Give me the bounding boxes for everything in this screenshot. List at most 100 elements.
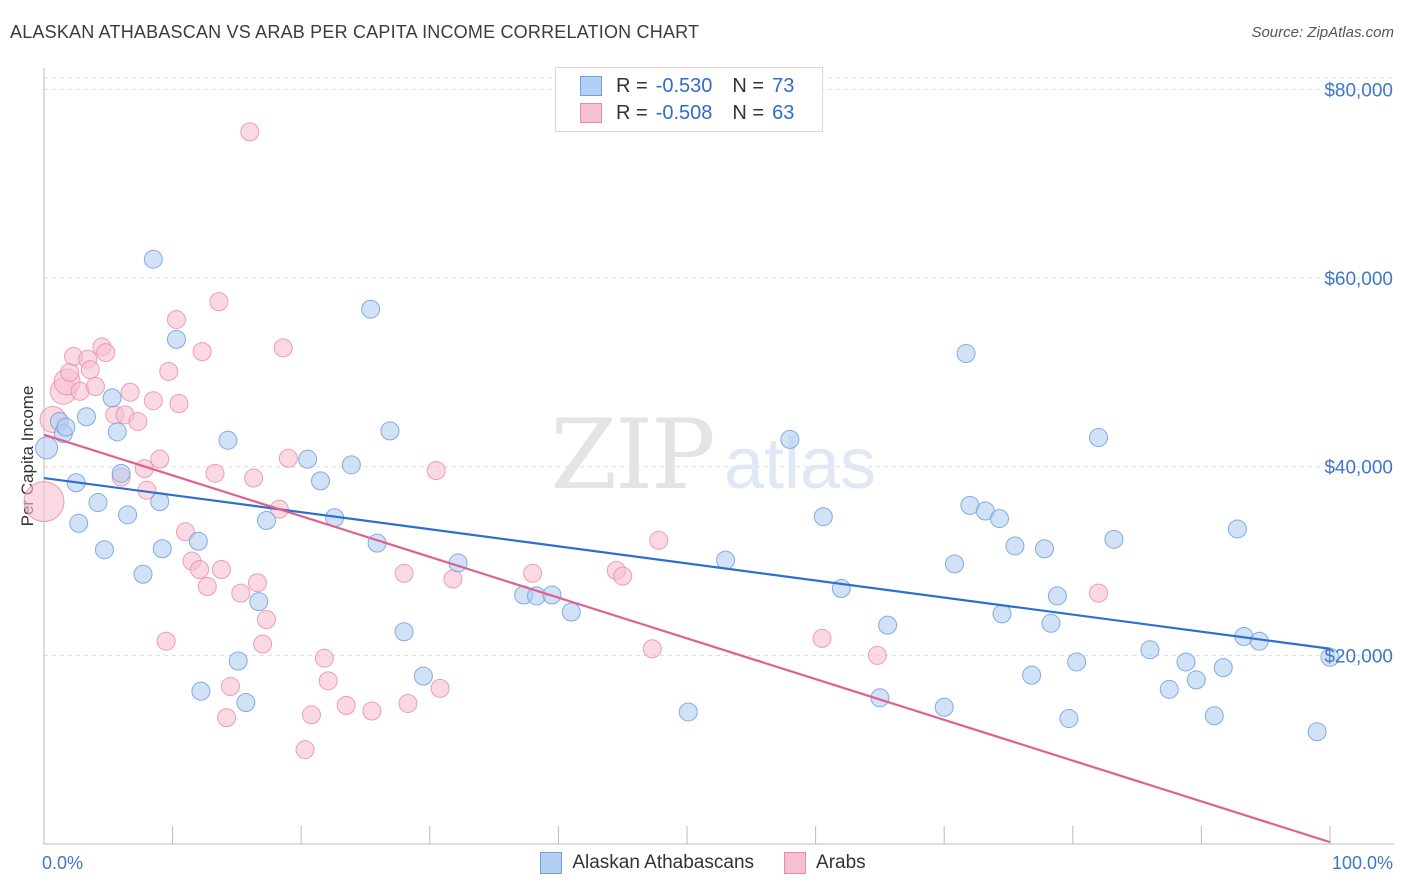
n-value: 73 bbox=[772, 74, 795, 97]
athabascan-point bbox=[1140, 640, 1160, 660]
athabascan-point bbox=[413, 666, 433, 686]
axes bbox=[43, 68, 1394, 845]
svg-text:atlas: atlas bbox=[724, 424, 876, 504]
trend-lines bbox=[43, 433, 1331, 844]
athabascan-point bbox=[56, 417, 76, 437]
y-tick-label: $20,000 bbox=[1324, 646, 1393, 667]
athabascan-point bbox=[218, 430, 238, 450]
arab-trend-line bbox=[43, 433, 1331, 844]
arab-point bbox=[273, 338, 293, 358]
arab-point bbox=[96, 343, 116, 363]
athabascan-trend-line bbox=[43, 476, 1331, 650]
athabascan-point bbox=[813, 507, 833, 527]
arab-point bbox=[143, 391, 163, 411]
arab-point bbox=[205, 463, 225, 483]
arab-point bbox=[867, 645, 887, 665]
arab-point bbox=[278, 448, 298, 468]
athabascan-point bbox=[989, 509, 1009, 529]
arab-point bbox=[192, 342, 212, 362]
athabascan-point bbox=[1176, 652, 1196, 672]
athabascan-point bbox=[1227, 519, 1247, 539]
athabascan-point bbox=[944, 554, 964, 574]
x-tick-label-min: 0.0% bbox=[42, 853, 83, 873]
athabascan-point bbox=[1213, 658, 1233, 678]
alaskan-athabascans-points bbox=[35, 249, 1340, 742]
athabascan-point bbox=[236, 693, 256, 713]
arab-point bbox=[295, 740, 315, 760]
athabascan-point bbox=[152, 539, 172, 559]
n-label: N = bbox=[732, 101, 765, 124]
athabascan-point bbox=[256, 510, 276, 530]
arab-point bbox=[642, 639, 662, 659]
arab-point bbox=[175, 522, 195, 542]
arab-point bbox=[1089, 583, 1109, 603]
zipatlas-watermark: ZIP atlas bbox=[550, 399, 876, 511]
arab-point bbox=[613, 566, 633, 586]
arab-point bbox=[256, 610, 276, 630]
arab-point bbox=[314, 648, 334, 668]
athabascan-point bbox=[188, 531, 208, 551]
arab-point bbox=[128, 411, 148, 431]
athabascan-point bbox=[102, 388, 122, 408]
legend-item-arabs[interactable]: Arabs bbox=[784, 852, 866, 874]
y-tick-label: $40,000 bbox=[1324, 458, 1393, 479]
y-tick-label: $60,000 bbox=[1324, 269, 1393, 290]
athabascan-point bbox=[118, 505, 138, 525]
athabascan-point bbox=[716, 550, 736, 570]
athabascan-point bbox=[88, 493, 108, 513]
arab-point bbox=[426, 460, 446, 480]
arab-point bbox=[398, 693, 418, 713]
legend-row-arabs: R = -0.508 N = 63 bbox=[580, 101, 794, 125]
r-value: -0.530 bbox=[655, 74, 713, 97]
arab-point bbox=[247, 573, 267, 593]
r-value: -0.508 bbox=[655, 101, 713, 124]
arab-point bbox=[301, 705, 321, 725]
athabascan-point bbox=[69, 513, 89, 533]
athabascan-point bbox=[143, 249, 163, 269]
legend-row-athabascans: R = -0.530 N = 73 bbox=[580, 74, 794, 98]
athabascan-point bbox=[94, 540, 114, 560]
blue-swatch bbox=[540, 852, 563, 874]
tick-labels: $20,000 $40,000 $60,000 $80,000 0.0% 100.0% bbox=[42, 80, 1393, 873]
arab-point bbox=[156, 631, 176, 651]
athabascan-point bbox=[361, 299, 381, 319]
arab-point bbox=[231, 583, 251, 603]
arab-point bbox=[166, 310, 186, 330]
arab-point bbox=[394, 563, 414, 583]
athabascan-point bbox=[1159, 679, 1179, 699]
athabascan-point bbox=[1104, 529, 1124, 549]
athabascan-point bbox=[1204, 706, 1224, 726]
athabascan-point bbox=[166, 329, 186, 349]
r-label: R = bbox=[616, 74, 648, 97]
arab-point bbox=[217, 708, 237, 728]
athabascan-point bbox=[1047, 586, 1067, 606]
pink-swatch bbox=[784, 852, 807, 874]
athabascan-point bbox=[1022, 665, 1042, 685]
legend-label: Alaskan Athabascans bbox=[572, 852, 755, 873]
arab-point bbox=[159, 361, 179, 381]
athabascan-point bbox=[561, 602, 581, 622]
athabascan-point bbox=[1035, 539, 1055, 559]
arab-point bbox=[443, 569, 463, 589]
athabascan-point bbox=[380, 421, 400, 441]
source-label: Source: ZipAtlas.com bbox=[1251, 24, 1394, 41]
r-label: R = bbox=[616, 101, 648, 124]
athabascan-point bbox=[956, 344, 976, 364]
series-legend: Alaskan Athabascans Arabs bbox=[0, 852, 1406, 874]
y-tick-label: $80,000 bbox=[1324, 80, 1393, 101]
athabascan-point bbox=[341, 455, 361, 475]
svg-text:ZIP: ZIP bbox=[550, 399, 713, 511]
arab-point bbox=[120, 382, 140, 402]
n-value: 63 bbox=[772, 101, 795, 124]
athabascan-point bbox=[1059, 709, 1079, 729]
athabascan-point bbox=[1041, 613, 1061, 633]
athabascan-point bbox=[133, 564, 153, 584]
arab-point bbox=[220, 676, 240, 696]
legend-item-athabascans[interactable]: Alaskan Athabascans bbox=[540, 852, 754, 874]
athabascan-point bbox=[191, 681, 211, 701]
arab-point bbox=[318, 671, 338, 691]
arab-point bbox=[190, 560, 210, 580]
arab-point bbox=[80, 360, 100, 380]
arab-point bbox=[211, 560, 231, 580]
arab-point bbox=[169, 394, 189, 414]
